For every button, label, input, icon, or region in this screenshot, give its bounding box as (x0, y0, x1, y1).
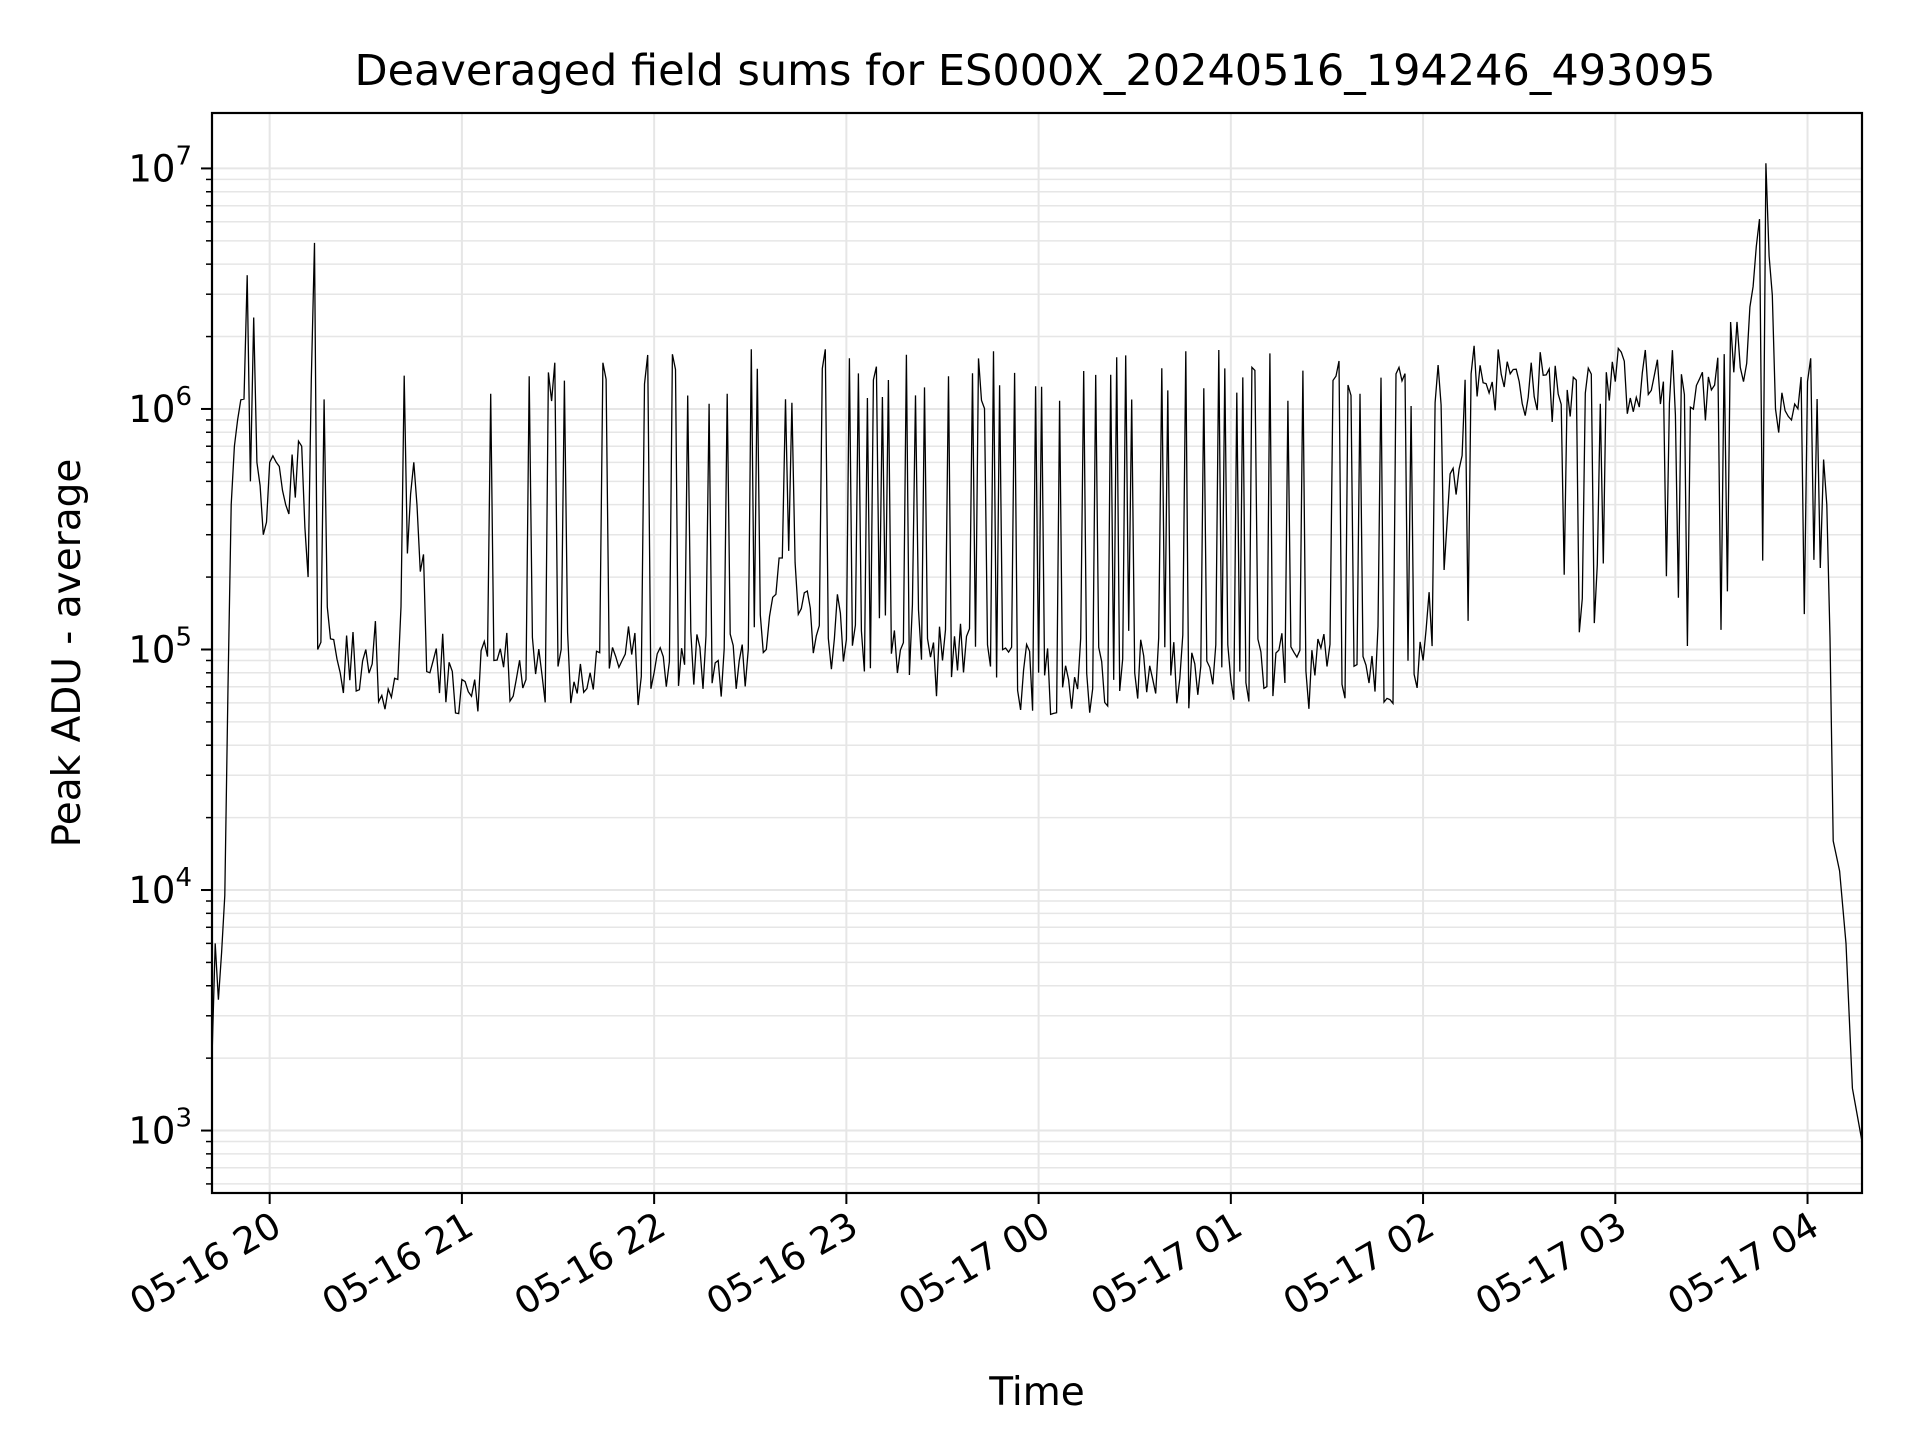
x-tick-label: 05-16 21 (315, 1204, 481, 1324)
y-axis: 103 104 105 106 107 (128, 141, 212, 1185)
y-tick-label: 106 (128, 382, 192, 431)
x-tick-label: 05-17 01 (1084, 1204, 1250, 1324)
y-tick-label: 104 (128, 863, 192, 912)
x-tick-label: 05-17 00 (892, 1204, 1058, 1324)
x-axis-label: Time (988, 1370, 1084, 1415)
x-tick-label: 05-16 23 (699, 1204, 865, 1324)
y-axis-label: Peak ADU - average (45, 459, 90, 848)
x-tick-label: 05-17 02 (1276, 1204, 1442, 1324)
x-axis: 05-16 20 05-16 21 05-16 22 05-16 23 05-17 00… (123, 1193, 1826, 1324)
series-layer (212, 163, 1862, 1142)
grid (212, 113, 1862, 1193)
y-tick-label: 105 (128, 622, 192, 671)
x-tick-label: 05-17 03 (1468, 1204, 1634, 1324)
x-tick-label: 05-16 22 (507, 1204, 673, 1324)
plot-frame (210, 111, 1864, 1195)
y-tick-label: 103 (128, 1104, 192, 1153)
x-tick-label: 05-17 04 (1660, 1204, 1826, 1324)
chart-title: Deaveraged field sums for ES000X_2024051… (354, 46, 1715, 96)
series-line (212, 163, 1862, 1142)
x-tick-label: 05-16 20 (123, 1204, 289, 1324)
y-tick-label: 107 (128, 141, 192, 190)
